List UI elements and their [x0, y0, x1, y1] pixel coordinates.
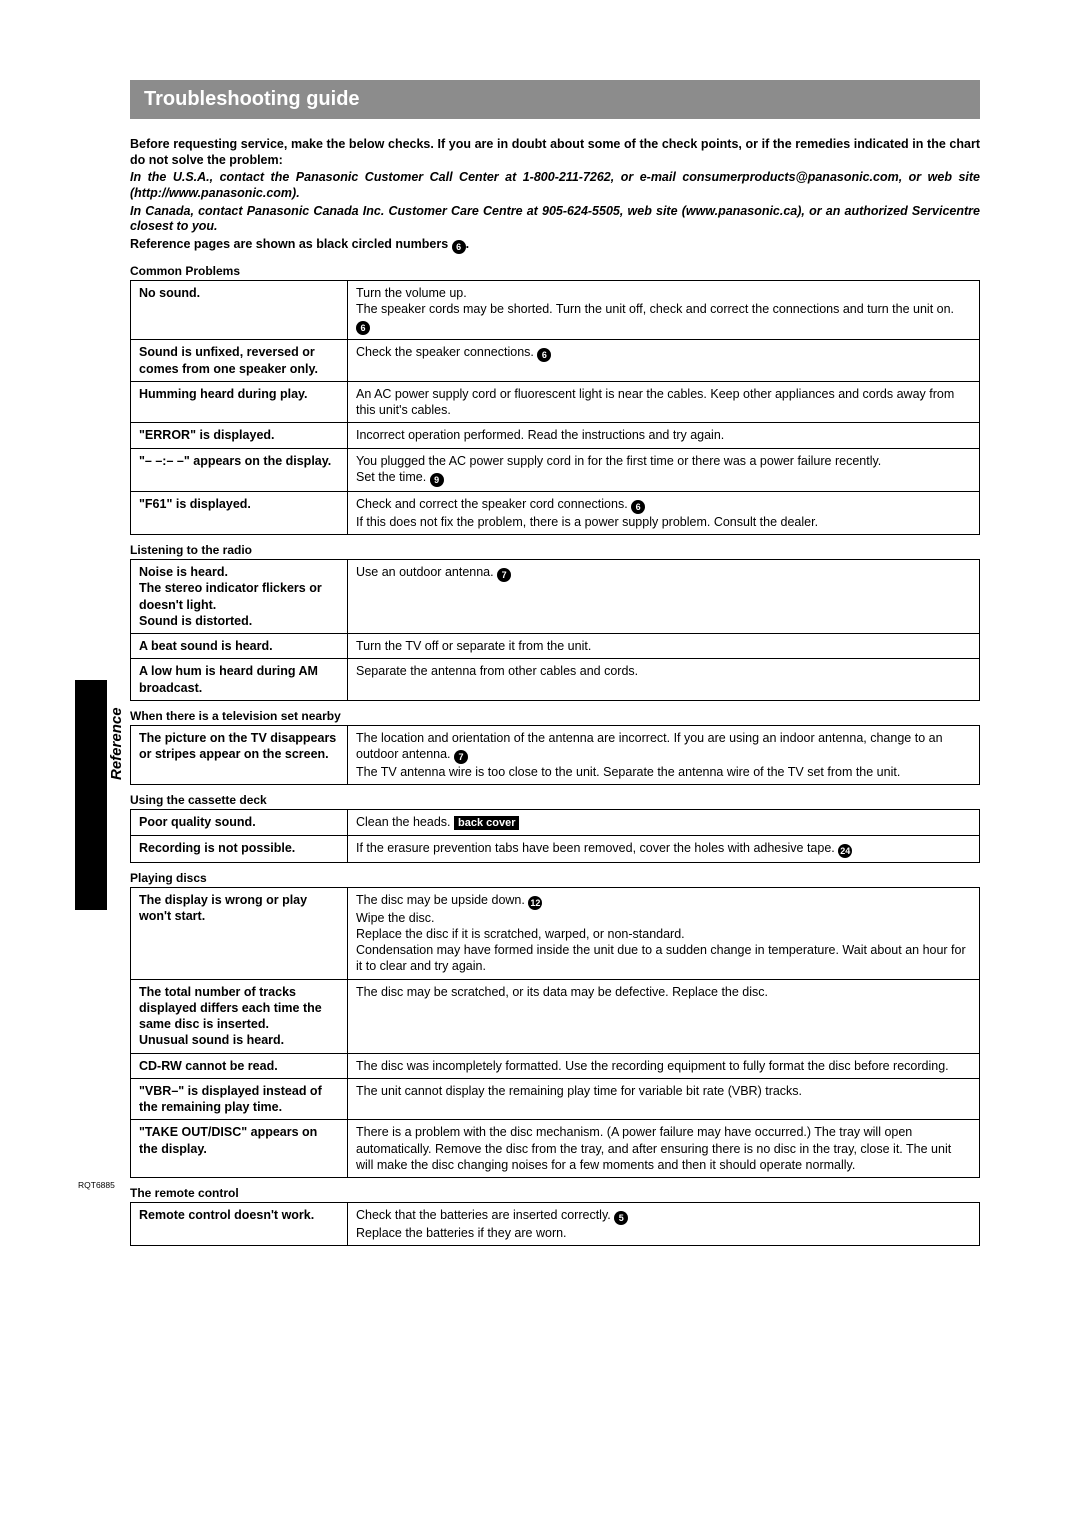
- page-ref-icon: 7: [454, 750, 468, 764]
- remedy-cell: If the erasure prevention tabs have been…: [348, 835, 980, 862]
- table-row: Sound is unfixed, reversed or comes from…: [131, 340, 980, 382]
- trouble-table: No sound.Turn the volume up.The speaker …: [130, 280, 980, 535]
- trouble-table: Remote control doesn't work.Check that t…: [130, 1202, 980, 1246]
- page-ref-icon: 6: [631, 500, 645, 514]
- table-row: Poor quality sound.Clean the heads. back…: [131, 810, 980, 835]
- table-row: "TAKE OUT/DISC" appears on the display.T…: [131, 1120, 980, 1178]
- problem-cell: "TAKE OUT/DISC" appears on the display.: [131, 1120, 348, 1178]
- problem-cell: "F61" is displayed.: [131, 491, 348, 534]
- remedy-cell: The disc may be upside down. 12Wipe the …: [348, 887, 980, 979]
- ref-circle-icon: 6: [452, 240, 466, 254]
- problem-cell: The picture on the TV disappears or stri…: [131, 725, 348, 785]
- intro-bold: Before requesting service, make the belo…: [130, 137, 980, 168]
- section-header: Playing discs: [130, 871, 980, 885]
- ref-suffix: .: [466, 237, 469, 251]
- table-row: Recording is not possible.If the erasure…: [131, 835, 980, 862]
- table-row: No sound.Turn the volume up.The speaker …: [131, 280, 980, 340]
- section-header: The remote control: [130, 1186, 980, 1200]
- remedy-cell: Turn the volume up.The speaker cords may…: [348, 280, 980, 340]
- problem-cell: "VBR–" is displayed instead of the remai…: [131, 1078, 348, 1120]
- section-header: When there is a television set nearby: [130, 709, 980, 723]
- sections-container: Common Problems No sound.Turn the volume …: [130, 264, 980, 1247]
- table-row: "ERROR" is displayed.Incorrect operation…: [131, 423, 980, 448]
- trouble-table: The display is wrong or play won't start…: [130, 887, 980, 1179]
- ref-prefix: Reference pages are shown as black circl…: [130, 237, 452, 251]
- table-row: "– –:– –" appears on the display.You plu…: [131, 448, 980, 491]
- problem-cell: Noise is heard.The stereo indicator flic…: [131, 560, 348, 634]
- table-row: Noise is heard.The stereo indicator flic…: [131, 560, 980, 634]
- section-header: Using the cassette deck: [130, 793, 980, 807]
- remedy-cell: Incorrect operation performed. Read the …: [348, 423, 980, 448]
- remedy-cell: Turn the TV off or separate it from the …: [348, 634, 980, 659]
- problem-cell: A beat sound is heard.: [131, 634, 348, 659]
- remedy-cell: Clean the heads. back cover: [348, 810, 980, 835]
- table-row: CD-RW cannot be read.The disc was incomp…: [131, 1053, 980, 1078]
- intro-ref-line: Reference pages are shown as black circl…: [130, 237, 980, 254]
- remedy-cell: Check that the batteries are inserted co…: [348, 1203, 980, 1246]
- section-header: Listening to the radio: [130, 543, 980, 557]
- back-cover-badge: back cover: [454, 816, 519, 830]
- section-header: Common Problems: [130, 264, 980, 278]
- problem-cell: A low hum is heard during AM broadcast.: [131, 659, 348, 701]
- page-ref-icon: 5: [614, 1211, 628, 1225]
- page-title: Troubleshooting guide: [130, 80, 980, 119]
- trouble-table: Noise is heard.The stereo indicator flic…: [130, 559, 980, 701]
- problem-cell: Poor quality sound.: [131, 810, 348, 835]
- side-tab-label: Reference: [108, 707, 125, 780]
- page-number: 30: [78, 1145, 110, 1171]
- side-tab: [75, 680, 107, 910]
- table-row: A beat sound is heard.Turn the TV off or…: [131, 634, 980, 659]
- remedy-cell: The disc was incompletely formatted. Use…: [348, 1053, 980, 1078]
- problem-cell: The display is wrong or play won't start…: [131, 887, 348, 979]
- page-ref-icon: 7: [497, 568, 511, 582]
- problem-cell: CD-RW cannot be read.: [131, 1053, 348, 1078]
- trouble-table: Poor quality sound.Clean the heads. back…: [130, 809, 980, 862]
- table-row: The picture on the TV disappears or stri…: [131, 725, 980, 785]
- intro-usa: In the U.S.A., contact the Panasonic Cus…: [130, 170, 980, 201]
- remedy-cell: The unit cannot display the remaining pl…: [348, 1078, 980, 1120]
- table-row: The total number of tracks displayed dif…: [131, 979, 980, 1053]
- remedy-cell: The disc may be scratched, or its data m…: [348, 979, 980, 1053]
- page-ref-icon: 24: [838, 844, 852, 858]
- problem-cell: The total number of tracks displayed dif…: [131, 979, 348, 1053]
- problem-cell: Recording is not possible.: [131, 835, 348, 862]
- remedy-cell: You plugged the AC power supply cord in …: [348, 448, 980, 491]
- remedy-cell: Check and correct the speaker cord conne…: [348, 491, 980, 534]
- page-ref-icon: 6: [356, 321, 370, 335]
- intro-canada: In Canada, contact Panasonic Canada Inc.…: [130, 204, 980, 235]
- table-row: A low hum is heard during AM broadcast.S…: [131, 659, 980, 701]
- page-ref-icon: 9: [430, 473, 444, 487]
- problem-cell: "ERROR" is displayed.: [131, 423, 348, 448]
- problem-cell: Sound is unfixed, reversed or comes from…: [131, 340, 348, 382]
- problem-cell: Remote control doesn't work.: [131, 1203, 348, 1246]
- remedy-cell: Use an outdoor antenna. 7: [348, 560, 980, 634]
- page-ref-icon: 6: [537, 348, 551, 362]
- intro-block: Before requesting service, make the belo…: [130, 137, 980, 254]
- table-row: Humming heard during play.An AC power su…: [131, 381, 980, 423]
- remedy-cell: An AC power supply cord or fluorescent l…: [348, 381, 980, 423]
- trouble-table: The picture on the TV disappears or stri…: [130, 725, 980, 786]
- table-row: "VBR–" is displayed instead of the remai…: [131, 1078, 980, 1120]
- problem-cell: Humming heard during play.: [131, 381, 348, 423]
- page: Reference 30 RQT6885 Troubleshooting gui…: [0, 0, 1080, 1290]
- page-ref-icon: 12: [528, 896, 542, 910]
- problem-cell: No sound.: [131, 280, 348, 340]
- table-row: "F61" is displayed.Check and correct the…: [131, 491, 980, 534]
- remedy-cell: Check the speaker connections. 6: [348, 340, 980, 382]
- table-row: The display is wrong or play won't start…: [131, 887, 980, 979]
- problem-cell: "– –:– –" appears on the display.: [131, 448, 348, 491]
- remedy-cell: There is a problem with the disc mechani…: [348, 1120, 980, 1178]
- remedy-cell: Separate the antenna from other cables a…: [348, 659, 980, 701]
- table-row: Remote control doesn't work.Check that t…: [131, 1203, 980, 1246]
- remedy-cell: The location and orientation of the ante…: [348, 725, 980, 785]
- footer-code: RQT6885: [78, 1180, 115, 1190]
